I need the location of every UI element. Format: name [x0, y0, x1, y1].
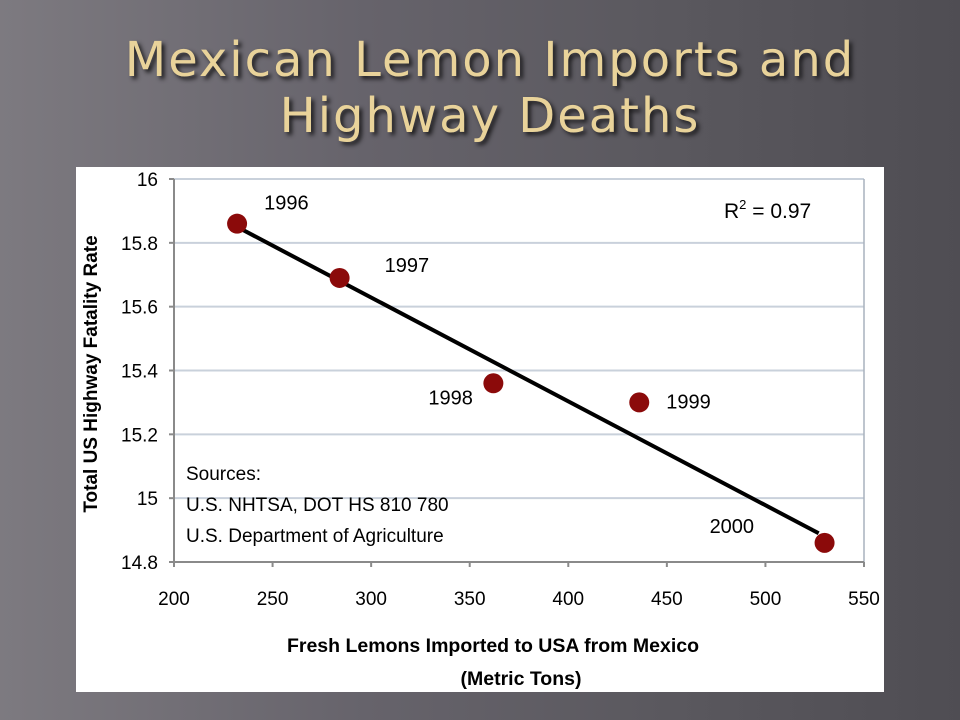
slide-title-line2: Highway Deaths — [279, 88, 701, 144]
point-label-1998: 1998 — [428, 387, 473, 409]
data-point-1997 — [329, 267, 350, 288]
point-label-1999: 1999 — [666, 391, 711, 413]
sources-note: Sources: U.S. NHTSA, DOT HS 810 780 U.S.… — [186, 464, 449, 547]
slide-title-line1: Mexican Lemon Imports and — [124, 32, 856, 88]
point-labels: 1996 1997 1998 1999 2000 — [264, 193, 754, 538]
r-squared-label: R2 = 0.97 — [724, 197, 811, 223]
data-point-1999 — [629, 392, 650, 413]
point-label-1996: 1996 — [264, 193, 309, 215]
axes — [169, 178, 865, 567]
x-tick-label: 200 — [158, 589, 190, 610]
data-points — [227, 213, 835, 553]
y-tick-label: 15.2 — [121, 425, 158, 446]
point-label-2000: 2000 — [710, 516, 755, 538]
slide-title: Mexican Lemon Imports and Highway Deaths — [40, 32, 940, 144]
y-tick-label: 15 — [137, 489, 158, 510]
x-axis-label-line2: (Metric Tons) — [461, 668, 582, 690]
scatter-chart: 14.8 15 15.2 15.4 15.6 15.8 16 200 250 300 350 400 4… — [81, 170, 880, 690]
x-tick-label: 550 — [848, 589, 880, 610]
grid-lines — [174, 178, 864, 500]
data-point-1998 — [483, 373, 504, 394]
sources-heading: Sources: — [186, 464, 261, 485]
tick-labels: 14.8 15 15.2 15.4 15.6 15.8 16 200 250 300 350 400 4… — [121, 170, 880, 610]
trendline-group — [236, 225, 820, 536]
y-tick-label: 15.8 — [121, 234, 158, 255]
y-tick-label: 15.6 — [121, 298, 158, 319]
x-tick-label: 400 — [552, 589, 584, 610]
y-axis-label: Total US Highway Fatality Rate — [81, 235, 102, 512]
x-tick-label: 250 — [257, 589, 289, 610]
data-point-2000 — [814, 532, 835, 553]
x-axis-label-line1: Fresh Lemons Imported to USA from Mexico — [287, 635, 699, 657]
point-label-1997: 1997 — [385, 255, 430, 277]
x-tick-label: 300 — [355, 589, 387, 610]
y-tick-label: 15.4 — [121, 362, 158, 383]
source-usda: U.S. Department of Agriculture — [186, 526, 444, 547]
y-tick-label: 16 — [137, 170, 158, 191]
x-tick-label: 500 — [750, 589, 782, 610]
x-tick-label: 350 — [454, 589, 486, 610]
x-tick-label: 450 — [651, 589, 683, 610]
chart-panel: 14.8 15 15.2 15.4 15.6 15.8 16 200 250 300 350 400 4… — [76, 167, 884, 692]
source-nhtsa: U.S. NHTSA, DOT HS 810 780 — [186, 495, 449, 516]
trendline — [236, 225, 820, 536]
y-tick-label: 14.8 — [121, 553, 158, 574]
data-point-1996 — [227, 213, 248, 234]
